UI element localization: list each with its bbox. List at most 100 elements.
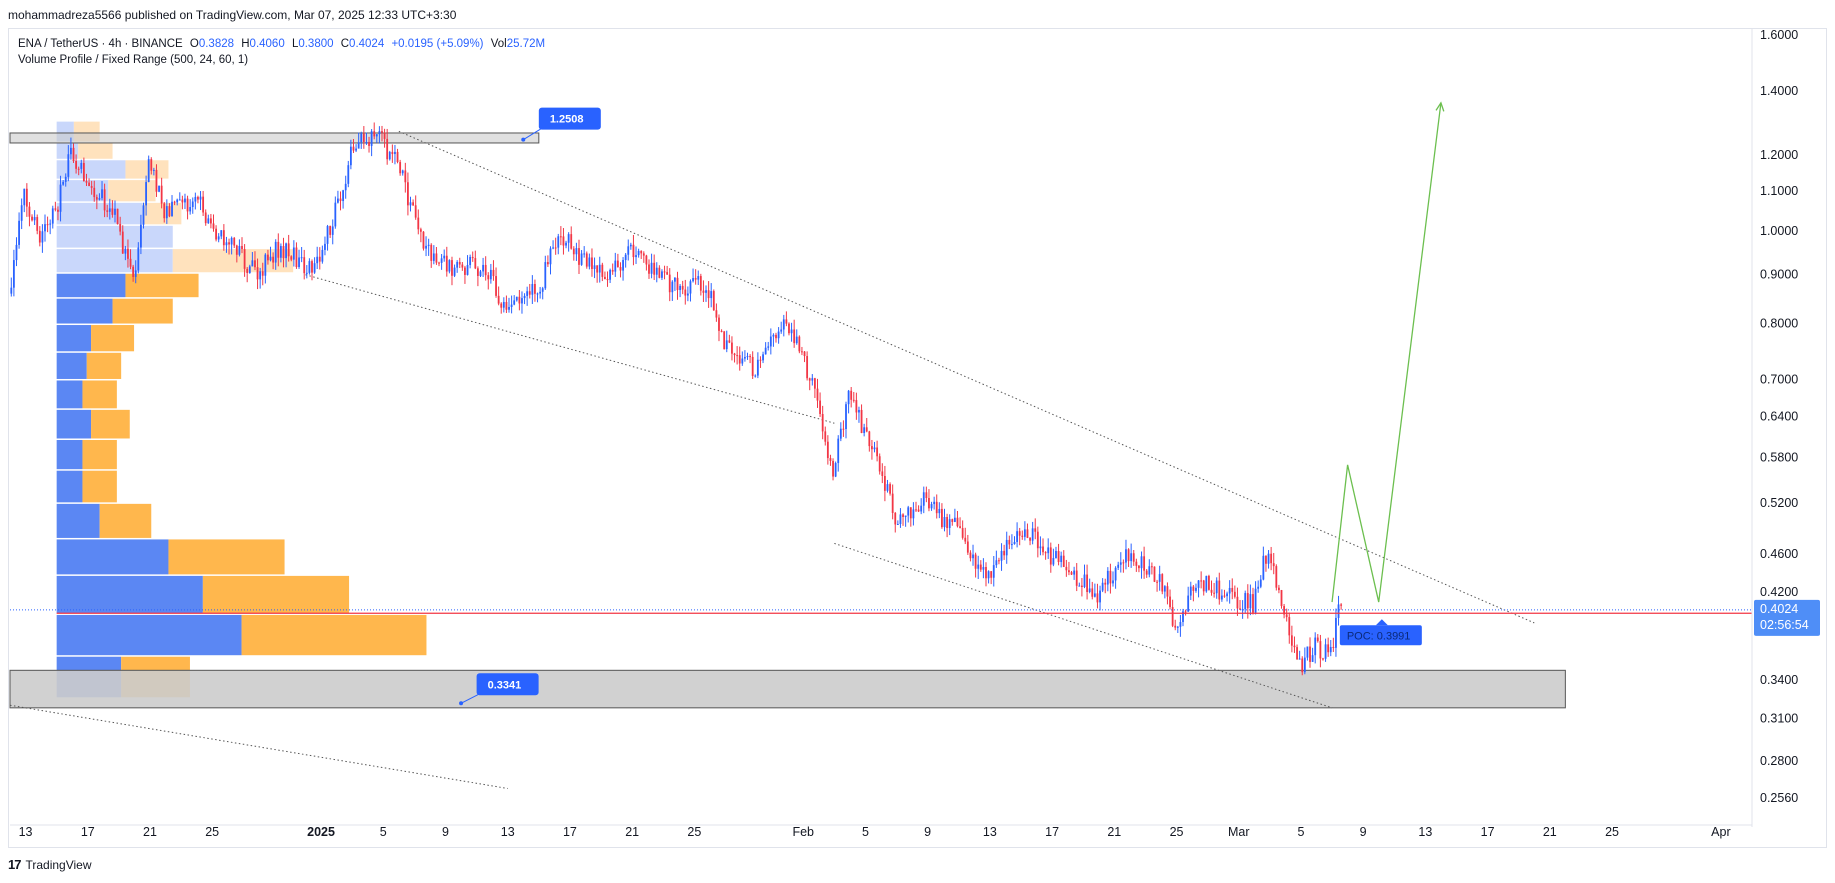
candle-body	[915, 509, 917, 511]
close-value: 0.4024	[349, 38, 385, 50]
candle-body	[998, 560, 1000, 562]
candle-body	[689, 281, 692, 294]
candle-body	[829, 458, 832, 461]
volume-profile-bar-down	[241, 614, 427, 656]
level-callout-box[interactable]	[538, 107, 601, 130]
volume-profile-bar-down	[91, 409, 130, 439]
candle-body	[637, 250, 640, 256]
candle-body	[951, 519, 954, 522]
candle-body	[539, 291, 542, 294]
candle-body	[145, 182, 148, 206]
candle-body	[1213, 592, 1216, 594]
candle-body	[54, 208, 57, 210]
trendline-upper[interactable]	[398, 130, 1535, 624]
candle-body	[451, 260, 453, 276]
candle-body	[1202, 580, 1205, 592]
price-axis-tick: 0.6400	[1760, 410, 1798, 424]
volume-profile-bar-down	[86, 352, 122, 379]
candle-body	[1163, 586, 1166, 592]
candle-body	[585, 253, 588, 267]
candle-body	[803, 351, 806, 357]
trendline-far[interactable]	[9, 704, 508, 789]
candle-body	[513, 300, 516, 305]
candle-body	[414, 205, 417, 218]
price-axis-tick: 1.0000	[1760, 224, 1798, 238]
candle-body	[979, 564, 982, 570]
volume-profile-bar-up	[56, 439, 83, 470]
candle-body	[883, 475, 886, 491]
candle-body	[194, 196, 197, 202]
indicator-title[interactable]: Volume Profile / Fixed Range (500, 24, 6…	[18, 54, 249, 66]
candle-body	[985, 566, 987, 579]
candle-body	[469, 256, 472, 266]
time-axis-tick: 17	[81, 825, 95, 839]
trendline-mid[interactable]	[305, 274, 835, 424]
candle-body	[121, 231, 124, 254]
candle-body	[1047, 547, 1050, 554]
candle-body	[531, 284, 534, 295]
candle-body	[152, 169, 155, 171]
candle-body	[279, 246, 282, 258]
price-axis-tick: 1.1000	[1760, 184, 1798, 198]
projection-path[interactable]	[1331, 102, 1442, 603]
volume-profile-bar-up	[56, 575, 203, 614]
candle-body	[661, 271, 663, 278]
candle-body	[290, 256, 293, 260]
candle-body	[456, 261, 459, 268]
candle-body	[204, 212, 207, 224]
candle-body	[865, 427, 868, 432]
candle-body	[23, 188, 26, 206]
candle-body	[1275, 566, 1278, 588]
candle-body	[889, 484, 891, 494]
candle-body	[826, 441, 829, 459]
candle-body	[635, 255, 637, 258]
candle-body	[303, 257, 306, 274]
candle-body	[515, 296, 518, 301]
price-axis-tick: 0.9000	[1760, 268, 1798, 282]
candle-body	[90, 186, 93, 188]
publisher-text: mohammadreza5566 published on TradingVie…	[8, 8, 457, 22]
candle-body	[235, 245, 238, 255]
level-callout-label: 1.2508	[550, 114, 584, 126]
chart-frame[interactable]	[8, 28, 1827, 848]
support-zone[interactable]	[9, 669, 1566, 709]
candle-body	[1340, 604, 1343, 606]
candle-body	[1309, 646, 1311, 662]
indicator-row[interactable]: Volume Profile / Fixed Range (500, 24, 6…	[18, 52, 545, 68]
candle-body	[189, 207, 192, 212]
candle-body	[181, 199, 184, 203]
symbol-title[interactable]: ENA / TetherUS · 4h · BINANCE	[18, 38, 183, 50]
candle-body	[1257, 586, 1260, 589]
candle-body	[1174, 625, 1177, 628]
candle-body	[705, 290, 707, 293]
candle-body	[259, 271, 262, 280]
volume-profile-bar-up	[56, 503, 100, 538]
price-axis-tick: 1.6000	[1760, 28, 1798, 42]
candle-body	[12, 260, 15, 288]
resistance-zone[interactable]	[9, 132, 540, 144]
candle-body	[974, 554, 977, 569]
candle-body	[834, 463, 837, 477]
volume-profile-bar-down	[82, 439, 117, 470]
candle-body	[780, 329, 783, 332]
trendline-lower[interactable]	[834, 542, 1333, 709]
candle-body	[1226, 593, 1228, 597]
candle-body	[953, 517, 956, 522]
level-callout-anchor[interactable]	[521, 137, 526, 142]
level-callout-anchor[interactable]	[459, 701, 464, 706]
candle-body	[1140, 556, 1143, 569]
candle-body	[692, 278, 694, 282]
candle-body	[1254, 588, 1257, 613]
candle-body	[686, 293, 689, 296]
candle-body	[1189, 586, 1192, 596]
candle-body	[728, 340, 731, 343]
candle-body	[1195, 587, 1197, 591]
level-callout-box[interactable]	[476, 673, 539, 696]
candle-body	[106, 210, 109, 212]
candle-body	[1096, 593, 1099, 603]
candle-body	[101, 189, 103, 199]
candle-body	[1008, 539, 1011, 545]
candle-body	[70, 147, 72, 155]
candle-body	[733, 353, 736, 356]
